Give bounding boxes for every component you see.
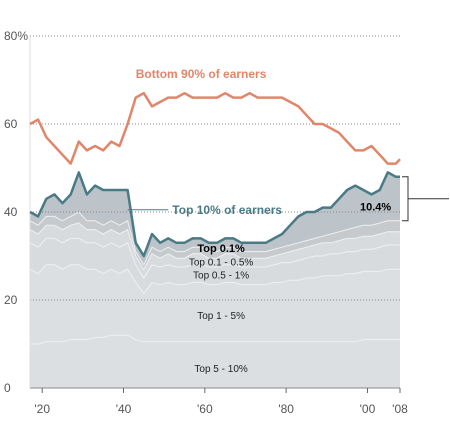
gap-bracket-line [402,176,409,222]
top5-10-area [30,335,400,388]
top10-label: Top 10% of earners [172,203,282,217]
band-boundary-4 [29,264,400,295]
x-tick-label: '60 [197,402,213,416]
y-tick-label: 80% [4,29,28,43]
y-tick-label: 20 [4,293,18,307]
bottom90-line [29,91,401,165]
top1-5-label: Top 1 - 5% [197,311,245,322]
band-boundary-5 [30,334,400,345]
y-tick-label: 40 [4,205,18,219]
band-boundary-1 [29,211,400,266]
top05-1-label: Top 0.5 - 1% [193,270,249,281]
series-labels: Bottom 90% of earners Top 10% of earners T… [127,67,391,375]
gap-bracket [402,176,449,222]
x-tick-label: '08 [392,402,408,416]
band-boundary-2 [29,222,400,271]
band-boundary-3 [29,237,400,279]
x-tick-label: '40 [116,402,132,416]
axis-ticks: 0 20 40 60 80% '20 '40 '60 '80 '00 '08 [4,29,408,416]
y-tick-label: 0 [4,381,11,395]
gap-pct-label: 10.4% [360,202,391,214]
y-tick-label: 60 [4,117,18,131]
stacked-areas [29,172,400,388]
top10-line [29,171,400,258]
top5-10-label: Top 5 - 10% [194,364,247,375]
x-tick-label: '80 [278,402,294,416]
x-tick-label: '20 [34,402,50,416]
x-tick-label: '00 [360,402,376,416]
top01-label: Top 0.1% [197,243,245,255]
bottom90-label: Bottom 90% of earners [136,67,267,81]
top01-05-label: Top 0.1 - 0.5% [189,257,254,268]
series-lines [29,91,401,258]
